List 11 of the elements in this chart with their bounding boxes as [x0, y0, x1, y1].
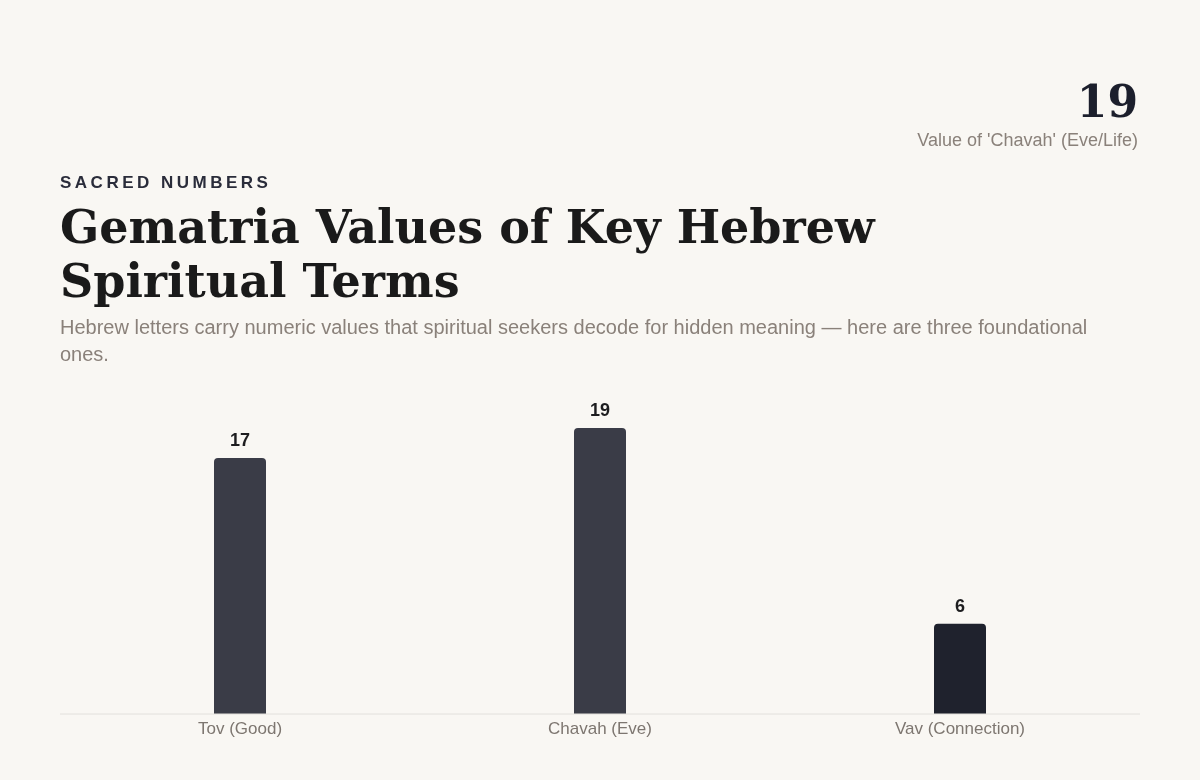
- x-tick-label: Tov (Good): [197, 719, 283, 739]
- x-tick-label: Vav (Connection): [894, 719, 1026, 739]
- text: 19: [1075, 76, 1138, 127]
- data-label: 6: [954, 595, 966, 616]
- data-label: 17: [229, 430, 251, 451]
- chart-subtitle: Hebrew letters carry numeric values that spiritual seekers decode for hidden meaning — here are three foundational ones.: [60, 315, 1089, 367]
- data-label: 19: [589, 400, 611, 420]
- text: Value of 'Chavah' (Eve/Life): [917, 130, 1138, 151]
- chart-title: Gematria Values of Key Hebrew Spiritual Terms: [60, 200, 877, 308]
- text: SACRED NUMBERS: [60, 173, 272, 193]
- x-tick-label: Chavah (Eve): [548, 719, 652, 739]
